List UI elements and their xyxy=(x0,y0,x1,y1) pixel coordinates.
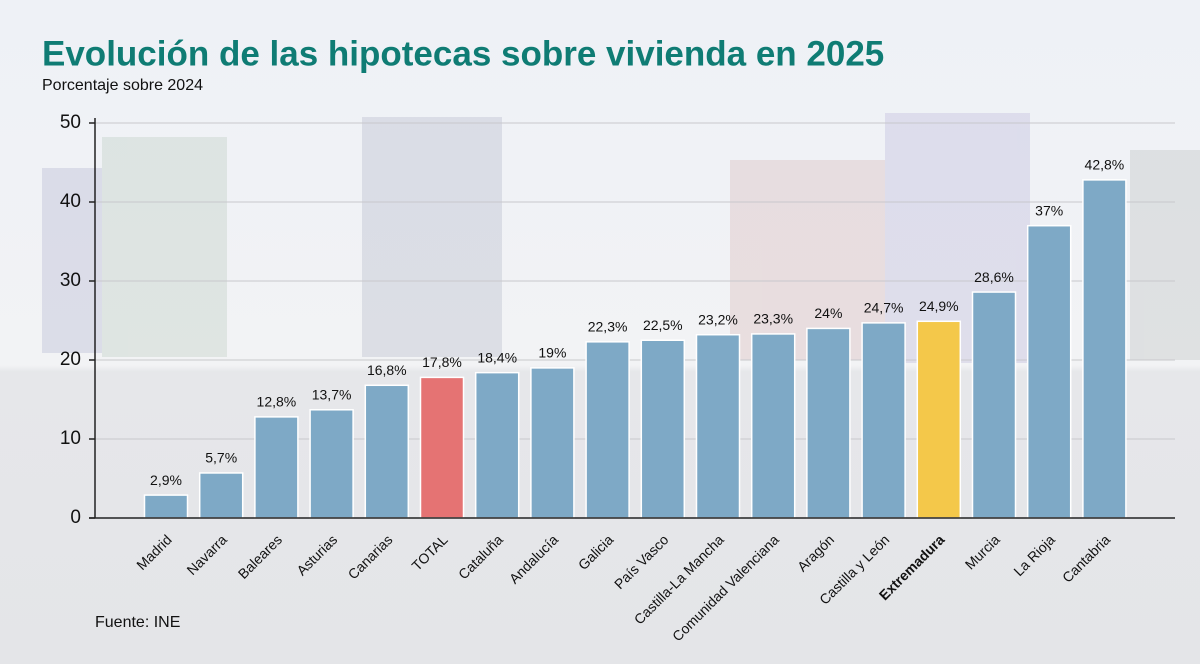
value-label: 19% xyxy=(538,345,566,361)
chart-title: Evolución de las hipotecas sobre viviend… xyxy=(42,34,884,73)
value-label: 2,9% xyxy=(150,472,182,488)
source: Fuente: INE xyxy=(95,614,180,631)
bar xyxy=(364,384,410,519)
value-label: 24,9% xyxy=(919,298,959,314)
value-label: 16,8% xyxy=(367,362,407,378)
y-tick-label: 10 xyxy=(60,428,81,449)
bar xyxy=(585,341,630,519)
value-label: 24,7% xyxy=(864,300,904,316)
bar xyxy=(198,472,244,519)
bar xyxy=(806,327,851,519)
bar xyxy=(530,367,575,519)
value-label: 13,7% xyxy=(312,386,352,402)
y-tick-label: 20 xyxy=(60,349,81,370)
value-label: 12,8% xyxy=(257,394,297,410)
y-tick-label: 40 xyxy=(60,191,81,212)
value-label: 23,3% xyxy=(753,311,793,327)
bar xyxy=(143,494,189,519)
bar xyxy=(916,320,962,519)
bar xyxy=(1026,224,1072,519)
bar xyxy=(419,376,465,519)
value-label: 22,5% xyxy=(643,317,683,333)
bar xyxy=(309,409,354,519)
value-label: 24% xyxy=(814,305,842,321)
value-label: 37% xyxy=(1035,202,1063,218)
bar xyxy=(640,339,686,519)
bar xyxy=(254,416,299,519)
bar xyxy=(474,371,520,519)
value-label: 22,3% xyxy=(588,319,628,335)
chart-subtitle: Porcentaje sobre 2024 xyxy=(42,77,203,94)
bar xyxy=(1082,179,1127,519)
value-label: 18,4% xyxy=(477,349,517,365)
value-label: 23,2% xyxy=(698,311,738,327)
y-tick-label: 0 xyxy=(70,507,81,528)
y-tick-label: 30 xyxy=(60,270,81,291)
y-tick-label: 50 xyxy=(60,112,81,133)
value-label: 5,7% xyxy=(205,450,237,466)
bar xyxy=(695,333,741,519)
bar xyxy=(971,291,1017,519)
bar xyxy=(750,333,796,519)
value-label: 28,6% xyxy=(974,269,1014,285)
background-buildings xyxy=(42,113,1200,363)
value-label: 42,8% xyxy=(1085,157,1125,173)
value-label: 17,8% xyxy=(422,354,462,370)
bar xyxy=(861,322,906,519)
